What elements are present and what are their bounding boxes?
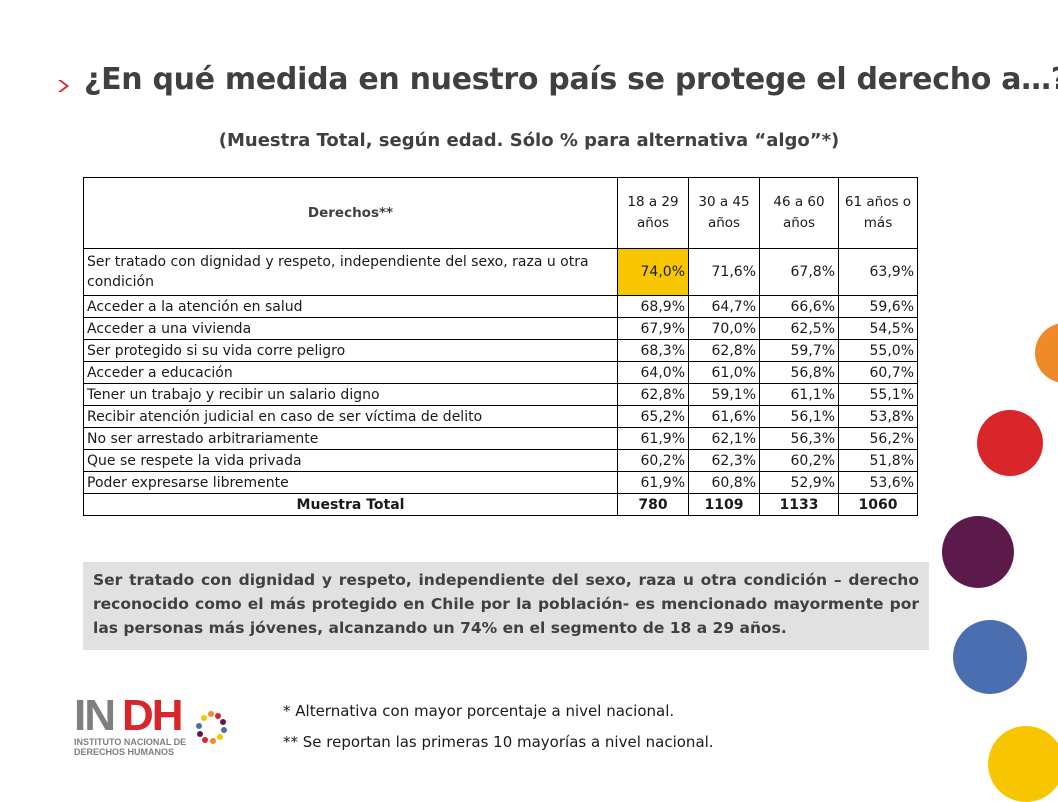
table-row: Poder expresarse libremente 61,9% 60,8% …	[83, 471, 918, 494]
row-label: Tener un trabajo y recibir un salario di…	[83, 383, 618, 406]
cell: 59,7%	[759, 339, 839, 362]
cell: 56,2%	[838, 427, 918, 450]
highlighted-cell: 74,0%	[617, 248, 689, 296]
cell: 61,1%	[759, 383, 839, 406]
cell: 71,6%	[688, 248, 760, 296]
table-row: Ser tratado con dignidad y respeto, inde…	[83, 248, 918, 296]
decorative-orange-circle	[1035, 323, 1058, 383]
row-label: Recibir atención judicial en caso de ser…	[83, 405, 618, 428]
cell: 53,8%	[838, 405, 918, 428]
table-row: Acceder a educación 64,0% 61,0% 56,8% 60…	[83, 361, 918, 384]
header-col-18-29: 18 a 29 años	[617, 177, 689, 249]
cell: 59,1%	[688, 383, 760, 406]
cell: 56,8%	[759, 361, 839, 384]
table-total-row: Muestra Total 780 1109 1133 1060	[83, 493, 918, 516]
indh-logo: IN DH INSTITUTO NACIONAL DE DERECHOS HUM…	[74, 692, 227, 757]
cell: 62,8%	[617, 383, 689, 406]
decorative-blue-circle	[953, 620, 1027, 694]
row-label: Acceder a una vivienda	[83, 317, 618, 340]
cell: 65,2%	[617, 405, 689, 428]
cell: 67,8%	[759, 248, 839, 296]
svg-text:IN: IN	[74, 692, 114, 740]
footnote-1: * Alternativa con mayor porcentaje a niv…	[283, 702, 675, 720]
row-label: Acceder a educación	[83, 361, 618, 384]
cell: 60,8%	[688, 471, 760, 494]
total-cell: 780	[617, 493, 689, 516]
table-row: Ser protegido si su vida corre peligro 6…	[83, 339, 918, 362]
cell: 60,2%	[759, 449, 839, 472]
table-row: No ser arrestado arbitrariamente 61,9% 6…	[83, 427, 918, 450]
row-label: No ser arrestado arbitrariamente	[83, 427, 618, 450]
header-col-30-45: 30 a 45 años	[688, 177, 760, 249]
chevron-right-icon	[58, 80, 69, 92]
header-col-46-60: 46 a 60 años	[759, 177, 839, 249]
footnote-2: ** Se reportan las primeras 10 mayorías …	[283, 733, 714, 751]
cell: 51,8%	[838, 449, 918, 472]
cell: 68,3%	[617, 339, 689, 362]
table-row: Recibir atención judicial en caso de ser…	[83, 405, 918, 428]
total-cell: 1133	[759, 493, 839, 516]
summary-note: Ser tratado con dignidad y respeto, inde…	[83, 562, 929, 650]
total-cell: 1060	[838, 493, 918, 516]
table-row: Tener un trabajo y recibir un salario di…	[83, 383, 918, 406]
cell: 70,0%	[688, 317, 760, 340]
svg-text:DH: DH	[122, 692, 182, 740]
cell: 56,3%	[759, 427, 839, 450]
row-label: Ser protegido si su vida corre peligro	[83, 339, 618, 362]
cell: 62,5%	[759, 317, 839, 340]
decorative-yellow-circle	[988, 726, 1058, 802]
decorative-purple-circle	[942, 516, 1014, 588]
row-label: Acceder a la atención en salud	[83, 295, 618, 318]
page-subtitle: (Muestra Total, según edad. Sólo % para …	[218, 130, 840, 151]
table-header-row: Derechos** 18 a 29 años 30 a 45 años 46 …	[83, 177, 918, 249]
table-row: Acceder a la atención en salud 68,9% 64,…	[83, 295, 918, 318]
cell: 53,6%	[838, 471, 918, 494]
header-col-61-plus: 61 años o más	[838, 177, 918, 249]
cell: 64,0%	[617, 361, 689, 384]
total-cell: 1109	[688, 493, 760, 516]
cell: 61,0%	[688, 361, 760, 384]
rights-table: Derechos** 18 a 29 años 30 a 45 años 46 …	[83, 177, 918, 516]
cell: 56,1%	[759, 405, 839, 428]
cell: 52,9%	[759, 471, 839, 494]
cell: 66,6%	[759, 295, 839, 318]
cell: 55,1%	[838, 383, 918, 406]
table-row: Que se respete la vida privada 60,2% 62,…	[83, 449, 918, 472]
header-label: Derechos**	[83, 177, 618, 249]
decorative-red-circle	[977, 410, 1043, 476]
logo-dots-icon	[196, 711, 227, 744]
cell: 68,9%	[617, 295, 689, 318]
cell: 61,9%	[617, 471, 689, 494]
row-label: Que se respete la vida privada	[83, 449, 618, 472]
cell: 67,9%	[617, 317, 689, 340]
total-label: Muestra Total	[83, 493, 618, 516]
cell: 60,2%	[617, 449, 689, 472]
cell: 55,0%	[838, 339, 918, 362]
cell: 62,3%	[688, 449, 760, 472]
cell: 54,5%	[838, 317, 918, 340]
cell: 62,8%	[688, 339, 760, 362]
row-label: Poder expresarse libremente	[83, 471, 618, 494]
cell: 64,7%	[688, 295, 760, 318]
logo-line1: INSTITUTO NACIONAL DE	[74, 737, 186, 747]
cell: 59,6%	[838, 295, 918, 318]
cell: 62,1%	[688, 427, 760, 450]
cell: 60,7%	[838, 361, 918, 384]
cell: 63,9%	[838, 248, 918, 296]
logo-line2: DERECHOS HUMANOS	[74, 747, 174, 757]
cell: 61,9%	[617, 427, 689, 450]
page-title: ¿En qué medida en nuestro país se proteg…	[84, 62, 1058, 97]
table-row: Acceder a una vivienda 67,9% 70,0% 62,5%…	[83, 317, 918, 340]
row-label: Ser tratado con dignidad y respeto, inde…	[83, 248, 618, 296]
cell: 61,6%	[688, 405, 760, 428]
